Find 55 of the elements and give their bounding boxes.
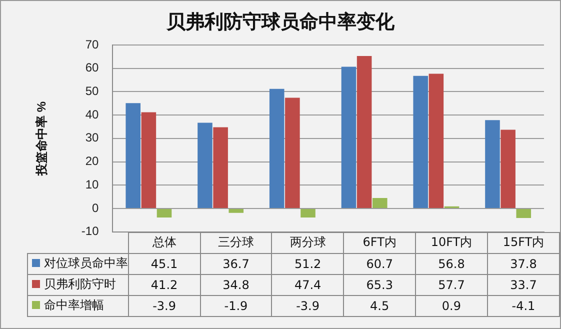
data-label: 41.2 bbox=[128, 274, 200, 296]
bar bbox=[228, 208, 244, 213]
bar bbox=[428, 74, 444, 208]
y-axis-title: 投篮命中率 % bbox=[34, 101, 49, 176]
data-label: 56.8 bbox=[415, 253, 488, 274]
x-tick-label: 10FT内 bbox=[415, 232, 488, 254]
y-tick-label: 70 bbox=[85, 37, 100, 52]
x-tick-label: 三分球 bbox=[200, 232, 272, 254]
bar bbox=[213, 127, 228, 208]
y-tick-label: 30 bbox=[85, 130, 100, 145]
bar bbox=[269, 88, 284, 208]
data-label: 45.1 bbox=[128, 253, 200, 274]
bar bbox=[516, 208, 532, 218]
data-label: -3.9 bbox=[128, 295, 200, 316]
bar bbox=[485, 120, 500, 208]
legend-label: 贝弗利防守时 bbox=[28, 274, 128, 296]
data-label: -1.9 bbox=[200, 295, 272, 316]
y-tick-label: 40 bbox=[85, 107, 100, 122]
x-tick-label: 总体 bbox=[128, 232, 200, 254]
legend-label: 命中率增幅 bbox=[28, 295, 128, 316]
bar bbox=[341, 66, 356, 208]
x-tick-label: 6FT内 bbox=[344, 232, 416, 254]
bar bbox=[372, 198, 388, 208]
bar bbox=[285, 98, 300, 208]
data-label: 65.3 bbox=[344, 274, 416, 296]
bar bbox=[413, 76, 428, 208]
data-label: 47.4 bbox=[272, 274, 344, 296]
y-tick-label: 0 bbox=[92, 200, 100, 215]
data-label: 60.7 bbox=[344, 253, 416, 274]
data-label: 33.7 bbox=[487, 274, 560, 296]
y-tick-label: 10 bbox=[85, 177, 100, 192]
y-tick-label: -10 bbox=[81, 224, 100, 238]
bar bbox=[198, 122, 212, 208]
data-label: 36.7 bbox=[200, 253, 272, 274]
data-label: 57.7 bbox=[415, 274, 488, 296]
data-label: 4.5 bbox=[344, 295, 416, 316]
data-label: 0.9 bbox=[415, 295, 488, 316]
bar bbox=[356, 56, 372, 208]
chart-title: 贝弗利防守球员命中率变化 bbox=[165, 10, 396, 35]
bar bbox=[500, 130, 516, 208]
data-label: 51.2 bbox=[272, 253, 344, 274]
x-tick-label: 两分球 bbox=[272, 232, 344, 254]
x-tick-label: 15FT内 bbox=[487, 232, 560, 254]
data-label: 34.8 bbox=[200, 274, 272, 296]
bar bbox=[126, 103, 141, 208]
y-tick-label: 20 bbox=[85, 154, 100, 168]
bar bbox=[141, 112, 156, 208]
bar bbox=[300, 208, 316, 218]
legend-label: 对位球员命中率 bbox=[28, 253, 128, 274]
bar bbox=[156, 208, 172, 218]
data-label: -3.9 bbox=[272, 295, 344, 316]
y-tick-label: 60 bbox=[85, 60, 100, 75]
data-label: 37.8 bbox=[487, 253, 560, 274]
y-tick-label: 50 bbox=[85, 84, 100, 98]
data-label: -4.1 bbox=[487, 295, 560, 316]
